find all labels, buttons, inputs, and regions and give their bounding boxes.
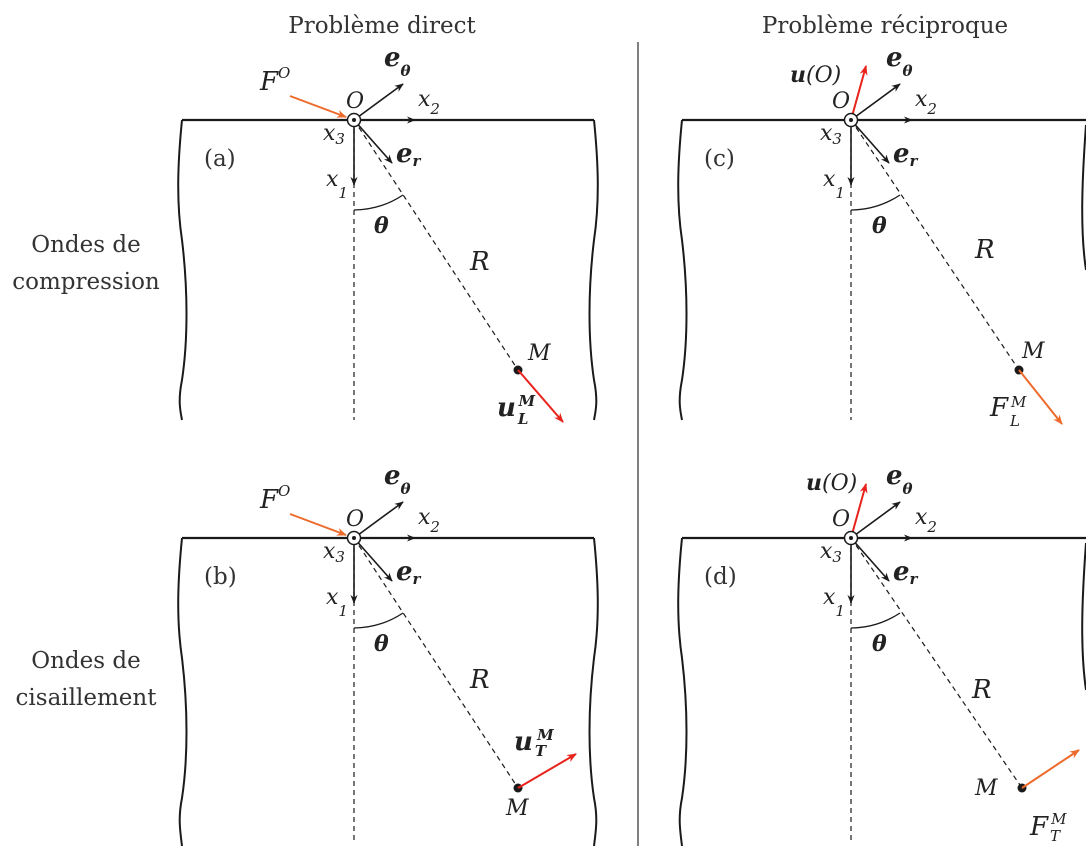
theta-arc [850, 612, 901, 629]
label-x1: x1 [823, 167, 845, 202]
er-arrow [850, 119, 890, 164]
row-label-compression-line2: compression [12, 269, 160, 295]
label-F-O: FO [259, 482, 290, 515]
label-x3: x3 [323, 539, 345, 566]
left-boundary [677, 119, 688, 421]
label-x2: x2 [418, 505, 440, 536]
theta-arc [850, 194, 901, 211]
label-er: er [893, 139, 919, 170]
label-etheta: eθ [384, 461, 411, 498]
label-x1: x1 [823, 585, 845, 620]
label-uLM: u LM [497, 392, 535, 428]
label-M: M [505, 796, 529, 821]
label-theta: θ [374, 213, 389, 239]
label-er: er [396, 557, 422, 588]
label-R: R [469, 665, 490, 695]
right-boundary [588, 537, 599, 847]
label-uO: u(O) [806, 470, 857, 496]
label-etheta: eθ [886, 461, 913, 498]
label-theta: θ [374, 631, 389, 657]
label-x3: x3 [820, 121, 842, 148]
header-reciprocal: Problème réciproque [762, 13, 1008, 39]
label-O: O [832, 89, 850, 114]
panel-d: (d) u(O) O x3 x2 x1 er eθ θ R M F TM [677, 461, 1086, 847]
label-x2: x2 [915, 87, 937, 118]
label-R: R [974, 235, 995, 265]
row-label-shear-line1: Ondes de [31, 648, 140, 674]
label-O: O [832, 507, 850, 532]
displacement-uLM-arrow [517, 369, 564, 423]
label-R: R [469, 247, 490, 277]
header-direct: Problème direct [288, 13, 476, 39]
label-M: M [527, 341, 551, 366]
etheta-arrow [850, 501, 901, 539]
etheta-arrow [353, 83, 404, 121]
panel-tag-a: (a) [204, 146, 236, 172]
label-x3: x3 [820, 539, 842, 566]
label-etheta: eθ [886, 43, 913, 80]
theta-arc [353, 612, 404, 629]
force-FTM-arrow [1021, 749, 1080, 789]
label-x3: x3 [323, 121, 345, 148]
label-x2: x2 [915, 505, 937, 536]
displacement-uO-arrow [850, 483, 868, 539]
left-boundary [177, 537, 188, 847]
panel-tag-b: (b) [204, 564, 237, 590]
label-R: R [971, 675, 992, 705]
panel-tag-c: (c) [704, 146, 735, 172]
label-uO: u(O) [790, 62, 841, 88]
force-FO-arrow [289, 95, 347, 118]
er-arrow [850, 537, 890, 582]
label-x2: x2 [418, 87, 440, 118]
er-arrow [353, 537, 393, 582]
panel-tag-d: (d) [704, 564, 737, 590]
label-uTM: u TM [514, 726, 554, 760]
etheta-arrow [850, 83, 901, 121]
panel-c: (c) u(O) O x3 x2 x1 er eθ θ R M F LM [677, 43, 1086, 430]
label-theta: θ [872, 213, 887, 239]
row-label-shear-line2: cisaillement [16, 685, 158, 711]
label-theta: θ [872, 631, 887, 657]
label-x1: x1 [326, 585, 348, 620]
radius-dashed-line [353, 537, 519, 789]
force-FO-arrow [289, 513, 347, 536]
right-boundary [1081, 542, 1086, 691]
label-O: O [346, 89, 364, 114]
label-M: M [974, 776, 998, 801]
right-boundary [1081, 124, 1086, 271]
panel-b: (b) FO O x3 x2 x1 er eθ θ R M u TM [177, 461, 599, 847]
label-FTM: F TM [1029, 810, 1067, 845]
er-arrow [353, 119, 393, 164]
radius-dashed-line [850, 537, 1023, 789]
force-FLM-arrow [1018, 369, 1063, 425]
row-label-compression-line1: Ondes de [31, 232, 140, 258]
label-O: O [346, 507, 364, 532]
right-boundary [588, 119, 599, 421]
label-etheta: eθ [384, 43, 411, 80]
left-boundary [177, 119, 188, 421]
displacement-uO-arrow [850, 65, 868, 121]
left-boundary [677, 537, 688, 847]
etheta-arrow [353, 501, 404, 539]
panel-a: (a) FO O x3 x2 x1 er eθ θ R M u LM [177, 43, 599, 428]
theta-arc [353, 194, 404, 211]
radius-dashed-line [353, 119, 519, 371]
label-er: er [893, 557, 919, 588]
displacement-uTM-arrow [517, 753, 577, 789]
label-FLM: F LM [989, 393, 1027, 430]
label-F-O: FO [259, 64, 290, 97]
label-M: M [1021, 339, 1045, 364]
label-x1: x1 [326, 167, 348, 202]
label-er: er [396, 139, 422, 170]
